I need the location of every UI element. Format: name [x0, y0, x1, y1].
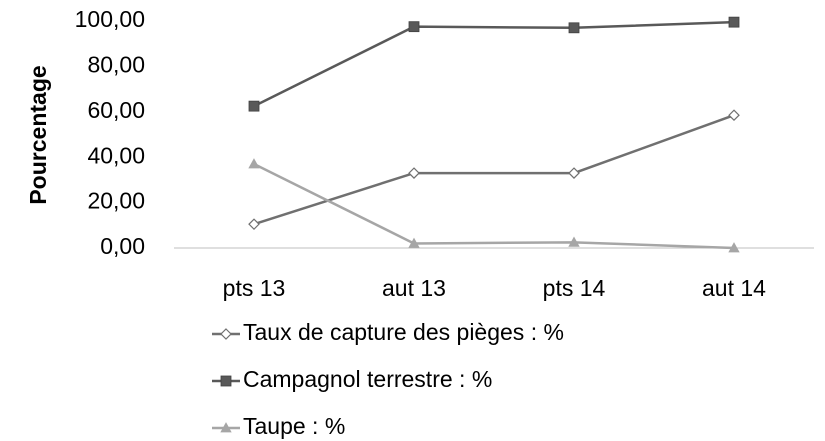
legend-marker	[220, 422, 232, 433]
y-tick-label: 20,00	[87, 188, 145, 214]
series-line	[253, 162, 735, 250]
series-line	[253, 20, 735, 108]
marker	[568, 236, 580, 247]
x-tick-label: pts 13	[223, 275, 286, 301]
y-tick-label: 0,00	[100, 233, 145, 259]
y-tick-label: 80,00	[87, 51, 145, 77]
marker	[248, 218, 260, 231]
marker	[568, 22, 580, 34]
y-tick-label: 60,00	[87, 97, 145, 123]
marker	[248, 100, 260, 112]
y-tick-label: 100,00	[75, 6, 145, 32]
x-tick-label: aut 13	[382, 275, 446, 301]
x-tick-label: aut 14	[702, 275, 766, 301]
x-tick-label: pts 14	[543, 275, 606, 301]
marker	[728, 242, 740, 253]
legend-marker	[220, 328, 232, 340]
marker	[408, 237, 420, 248]
marker	[568, 167, 580, 179]
y-axis-label: Pourcentage	[25, 65, 51, 204]
legend-label: Taupe : %	[243, 413, 345, 439]
marker	[248, 158, 260, 169]
marker	[408, 21, 420, 33]
marker	[728, 16, 740, 28]
legend-marker	[220, 375, 232, 387]
series-line	[253, 114, 735, 226]
marker	[728, 109, 740, 122]
legend-label: Taux de capture des pièges : %	[243, 319, 564, 345]
legend-label: Campagnol terrestre : %	[243, 366, 492, 392]
marker	[408, 167, 420, 179]
y-tick-label: 40,00	[87, 142, 145, 168]
